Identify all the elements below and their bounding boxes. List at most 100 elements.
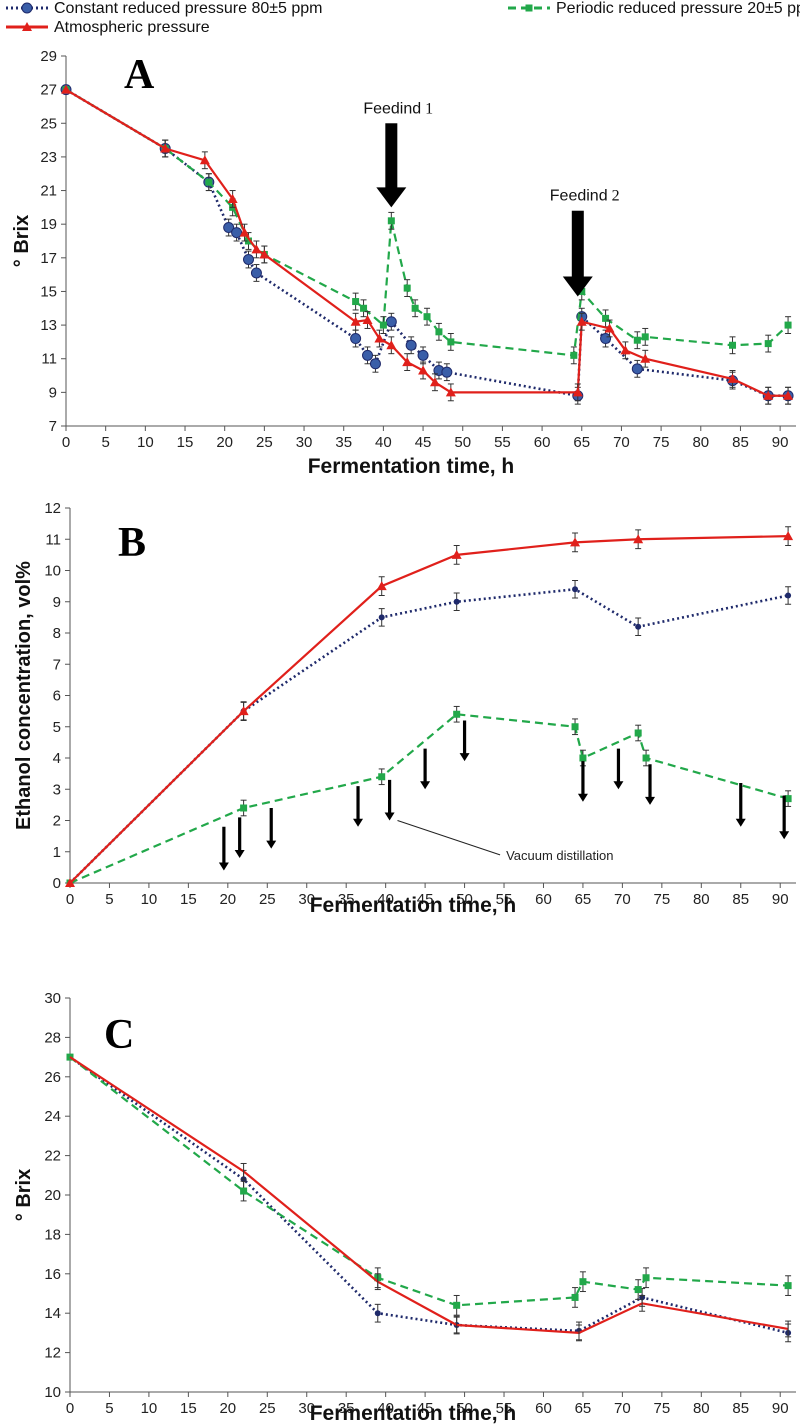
distillation-arrow xyxy=(735,783,746,827)
distillation-arrow xyxy=(420,748,431,790)
x-tick-label: 25 xyxy=(259,891,276,908)
y-tick-label: 14 xyxy=(44,1305,61,1322)
data-point-atmospheric xyxy=(783,390,794,400)
series-line-atmospheric xyxy=(65,88,789,397)
y-axis-label: ° Brix xyxy=(13,1169,35,1221)
error-bar xyxy=(453,1316,460,1334)
data-point-constant xyxy=(631,363,643,375)
series-line-periodic xyxy=(69,713,789,885)
legend-item-periodic: Periodic reduced pressure 20±5 ppm xyxy=(508,0,800,17)
x-tick-label: 15 xyxy=(177,434,194,451)
vacuum-distillation-arrows xyxy=(218,720,790,871)
x-tick-label: 75 xyxy=(653,434,670,451)
x-tick-label: 15 xyxy=(180,891,197,908)
panel-letter: C xyxy=(104,1012,134,1058)
data-point-atmospheric xyxy=(239,227,250,237)
panel-letter: A xyxy=(124,52,155,98)
legend-marker-atmospheric xyxy=(22,22,32,31)
x-tick-label: 75 xyxy=(654,1400,671,1417)
annotation-feeding-2: Feedind 2 xyxy=(550,188,620,297)
data-point-periodic xyxy=(602,314,610,322)
series-atmospheric xyxy=(65,526,794,887)
data-point-periodic xyxy=(378,773,386,781)
data-point-atmospheric xyxy=(376,581,387,591)
x-tick-label: 70 xyxy=(614,1400,631,1417)
x-tick-label: 20 xyxy=(219,891,236,908)
series-periodic xyxy=(66,1053,792,1316)
y-tick-label: 30 xyxy=(44,990,61,1007)
data-point-periodic xyxy=(579,1278,587,1286)
y-tick-label: 9 xyxy=(49,384,57,401)
x-tick-label: 0 xyxy=(62,434,70,451)
data-point-periodic xyxy=(634,729,642,737)
x-tick-label: 65 xyxy=(575,1400,592,1417)
data-point-atmospheric xyxy=(640,353,651,363)
y-tick-label: 10 xyxy=(44,563,61,580)
data-point-periodic xyxy=(784,1282,792,1290)
y-tick-label: 21 xyxy=(40,183,57,200)
legend-label-constant: Constant reduced pressure 80±5 ppm xyxy=(54,0,323,17)
x-tick-label: 85 xyxy=(732,434,749,451)
data-point-constant xyxy=(362,349,374,361)
feeding-label-number: 1 xyxy=(425,100,433,117)
y-tick-label: 2 xyxy=(53,813,61,830)
data-point-atmospheric xyxy=(570,537,581,547)
data-point-periodic xyxy=(634,1286,642,1294)
data-point-constant xyxy=(417,349,429,361)
data-point-constant xyxy=(600,333,612,345)
x-tick-label: 35 xyxy=(338,891,355,908)
x-tick-label: 80 xyxy=(693,891,710,908)
data-point-constant xyxy=(572,586,579,593)
error-bar xyxy=(639,1294,646,1312)
x-tick-label: 40 xyxy=(375,434,392,451)
data-point-periodic xyxy=(571,723,579,731)
y-tick-label: 13 xyxy=(40,317,57,334)
x-tick-label: 65 xyxy=(575,891,592,908)
y-tick-label: 10 xyxy=(44,1384,61,1401)
data-point-constant xyxy=(378,614,385,621)
data-point-periodic xyxy=(578,287,586,295)
y-tick-label: 3 xyxy=(53,781,61,798)
feeding-arrow-head xyxy=(562,276,593,297)
x-tick-label: 40 xyxy=(377,1400,394,1417)
data-point-constant xyxy=(231,227,243,239)
feeding-label-number: 2 xyxy=(612,188,620,205)
data-point-periodic xyxy=(764,340,772,348)
data-point-atmospheric xyxy=(386,340,397,350)
error-bar xyxy=(374,1273,381,1291)
x-tick-label: 0 xyxy=(66,1400,74,1417)
data-point-periodic xyxy=(387,217,395,225)
y-tick-label: 7 xyxy=(49,418,57,435)
error-bar xyxy=(575,1324,582,1342)
x-tick-label: 85 xyxy=(732,1400,749,1417)
data-point-atmospheric xyxy=(604,323,615,333)
y-tick-label: 28 xyxy=(44,1029,61,1046)
data-point-periodic xyxy=(571,1293,579,1301)
series-line-constant xyxy=(65,88,789,398)
data-point-periodic xyxy=(447,338,455,346)
x-tick-label: 50 xyxy=(456,1400,473,1417)
series-constant xyxy=(60,84,794,405)
data-point-atmospheric xyxy=(572,387,583,397)
x-tick-label: 60 xyxy=(535,891,552,908)
x-tick-label: 15 xyxy=(180,1400,197,1417)
data-point-atmospheric xyxy=(160,143,171,153)
data-point-atmospheric xyxy=(402,357,413,367)
y-tick-label: 5 xyxy=(53,719,61,736)
distillation-arrow xyxy=(577,761,588,802)
data-point-constant xyxy=(453,598,460,605)
data-point-atmospheric xyxy=(65,878,75,887)
x-tick-label: 70 xyxy=(614,891,631,908)
x-tick-label: 0 xyxy=(66,891,74,908)
vacuum-distillation-label: Vacuum distillation xyxy=(506,848,613,863)
legend-marker-constant xyxy=(21,2,33,14)
x-tick-label: 55 xyxy=(496,1400,513,1417)
legend-item-constant: Constant reduced pressure 80±5 ppm xyxy=(6,0,323,17)
x-axis-label: Fermentation time, h xyxy=(308,455,515,478)
x-tick-label: 45 xyxy=(415,434,432,451)
x-tick-label: 60 xyxy=(534,434,551,451)
distillation-arrow xyxy=(645,764,656,805)
x-tick-label: 55 xyxy=(494,434,511,451)
